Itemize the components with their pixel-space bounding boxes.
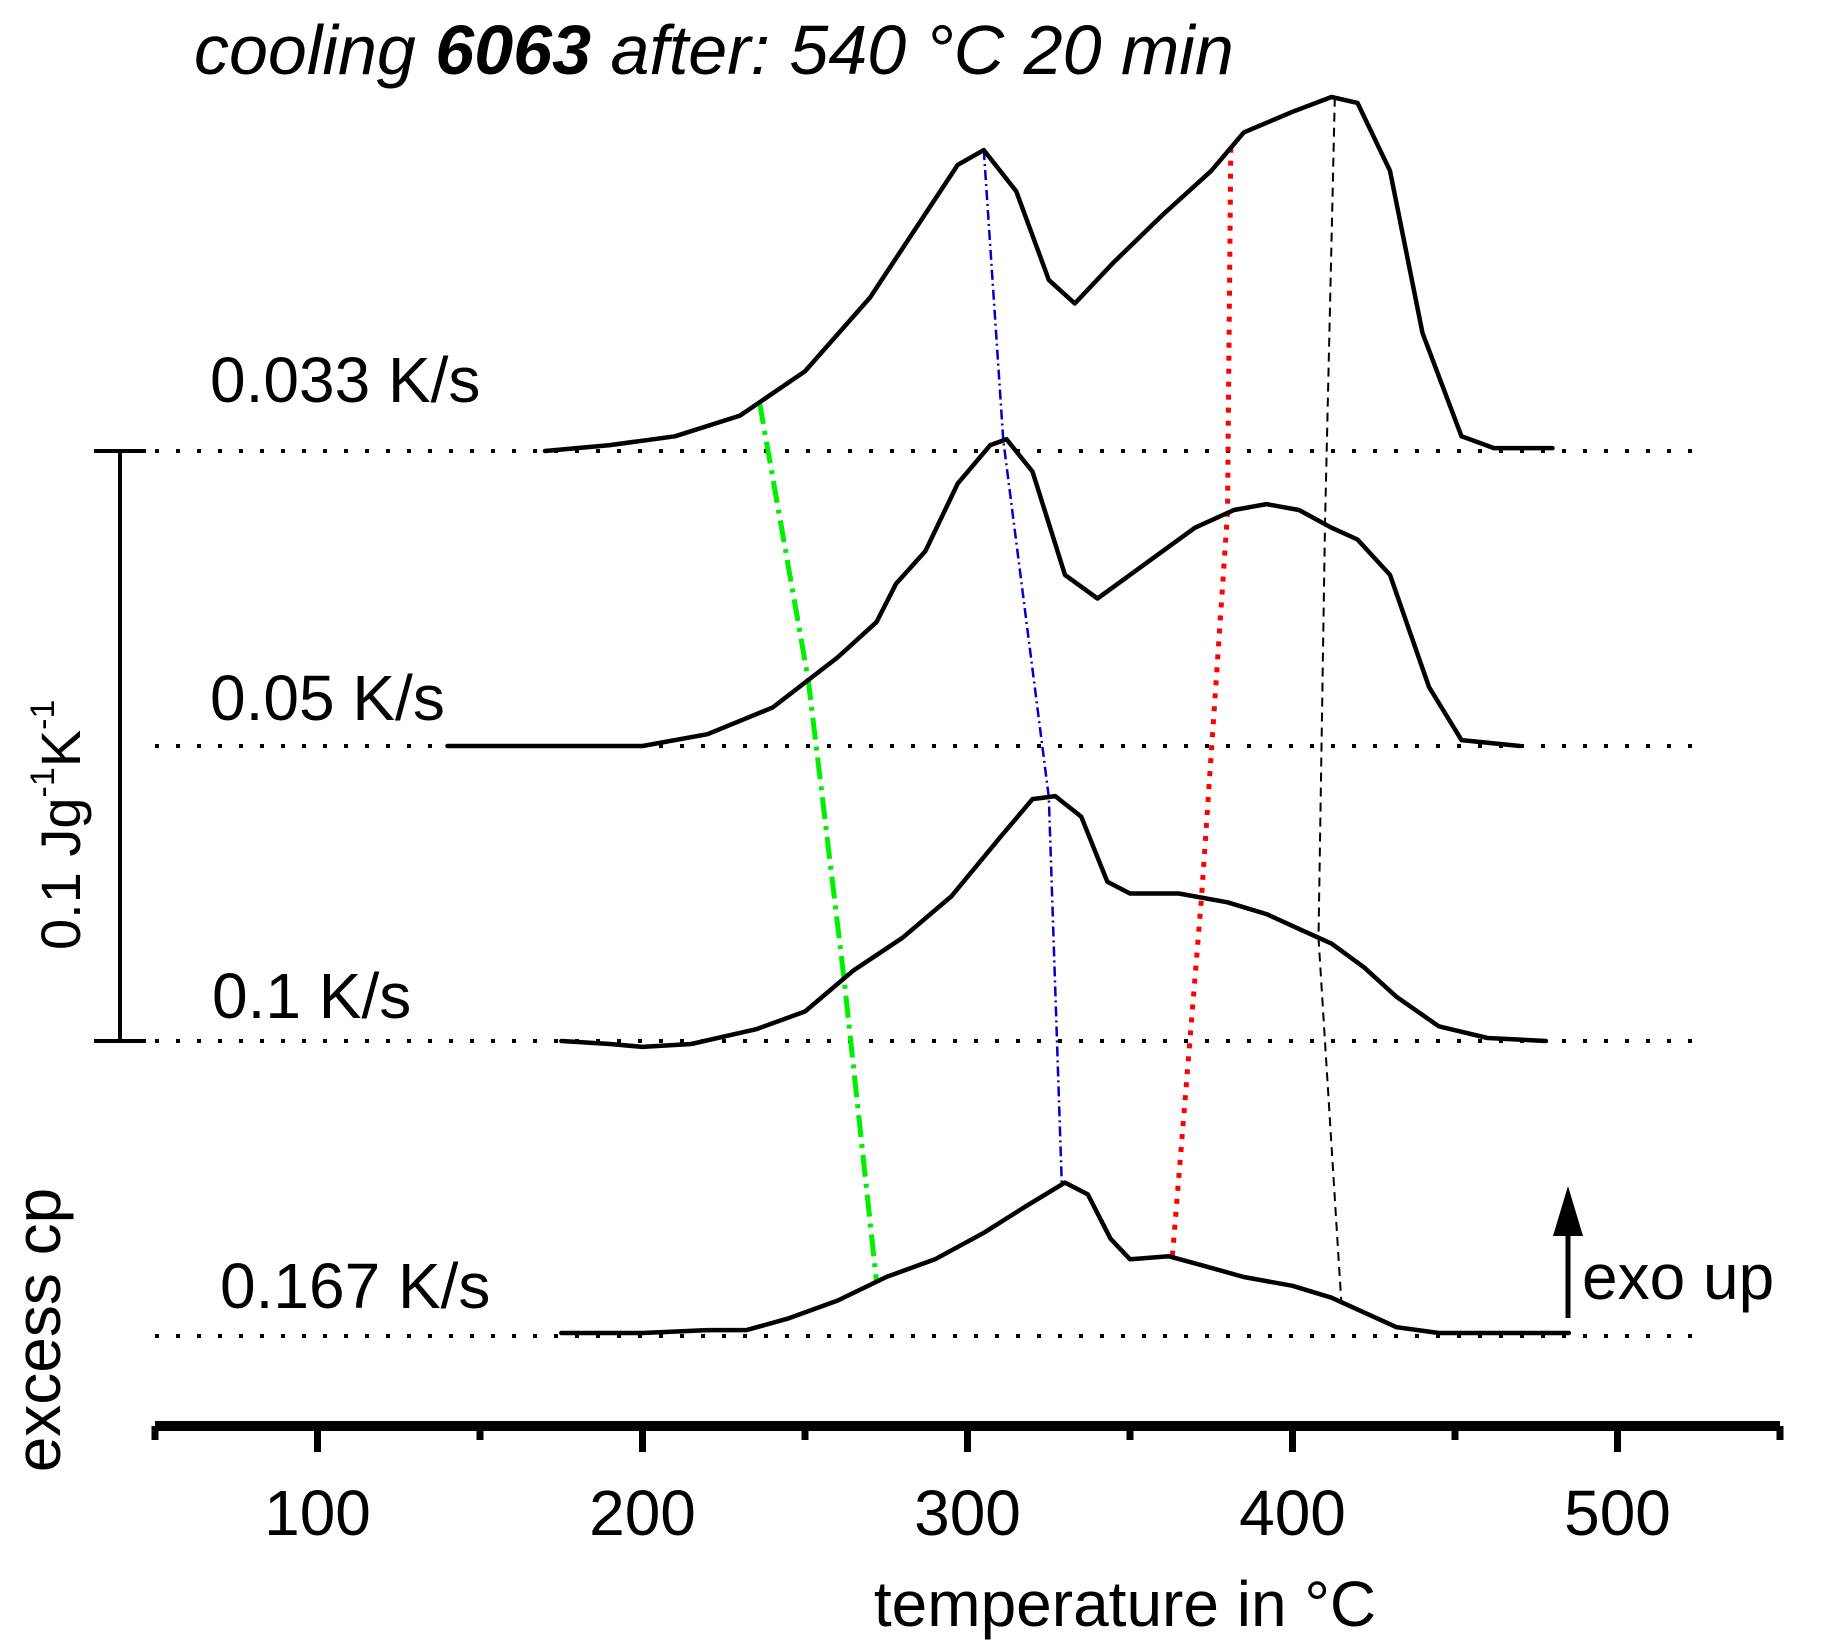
x-tick-label-200: 200 [589, 1477, 696, 1549]
guide-green-dash-dot [757, 401, 879, 1282]
curve-0 [542, 94, 1555, 454]
curve-3 [559, 1180, 1572, 1336]
x-tick-label-500: 500 [1564, 1477, 1671, 1549]
series-label-1: 0.05 K/s [210, 662, 445, 734]
y-axis-label: excess cp [2, 1188, 74, 1473]
x-tick-label-300: 300 [914, 1477, 1021, 1549]
exo-up-annotation: exo up [1582, 1241, 1774, 1313]
exo-arrow-head [1553, 1186, 1583, 1236]
chart-title: cooling 6063 after: 540 °C 20 min [194, 11, 1234, 89]
x-tick-label-100: 100 [264, 1477, 371, 1549]
series-label-0: 0.033 K/s [210, 344, 480, 416]
curve-2 [559, 793, 1549, 1050]
scale-bar-label: 0.1 Jg-1K-1 [24, 700, 92, 950]
series-label-3: 0.167 K/s [220, 1250, 490, 1322]
series-label-2: 0.1 K/s [212, 960, 411, 1032]
curve-1 [445, 436, 1523, 749]
guide-black-dashed [1317, 97, 1343, 1303]
guide-red-dotted [1169, 147, 1234, 1258]
x-tick-label-400: 400 [1239, 1477, 1346, 1549]
x-axis-label: temperature in °C [874, 1568, 1376, 1640]
guide-blue-dash-dot [982, 150, 1064, 1185]
